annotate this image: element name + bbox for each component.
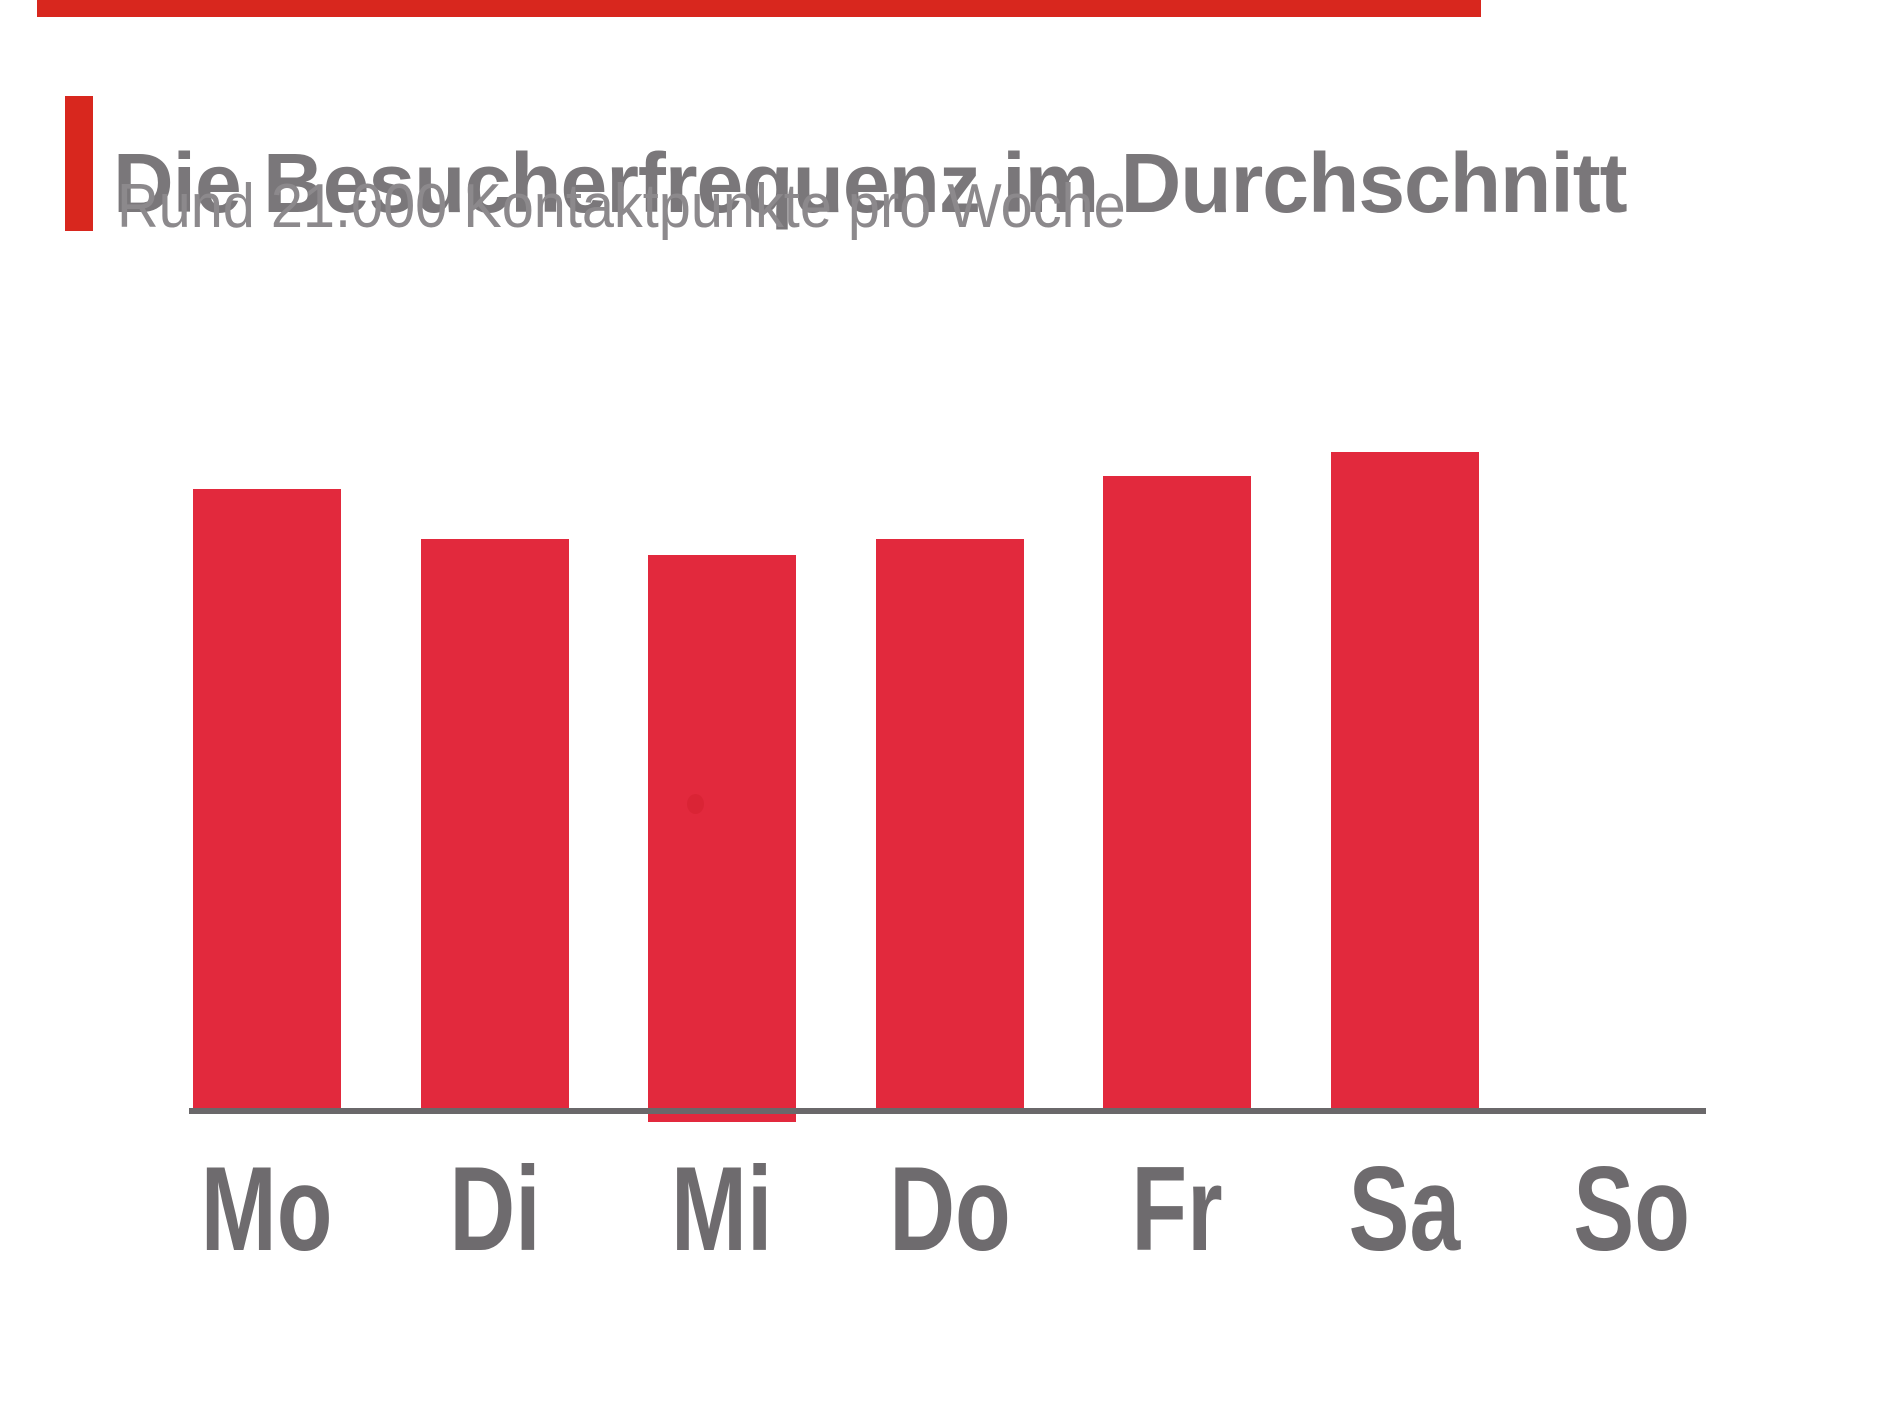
x-axis-label-text: Fr (1131, 1142, 1223, 1276)
bar-di (420, 538, 569, 1114)
bar-artifact-dot (687, 794, 704, 814)
x-axis-label-text: Mi (671, 1142, 773, 1276)
bar-sa (1330, 452, 1479, 1114)
x-axis-label-text: Sa (1348, 1142, 1461, 1276)
x-axis-label-fr: Fr (1063, 1149, 1291, 1289)
x-axis-label-text: So (1573, 1142, 1691, 1276)
top-accent-rule (37, 0, 1481, 17)
x-axis-label-mo: Mo (153, 1149, 381, 1289)
x-axis-label-do: Do (836, 1149, 1064, 1289)
x-axis-label-mi: Mi (608, 1149, 836, 1289)
page-title: Die Besucherfrequenz im Durchschnitt (113, 136, 1628, 231)
x-axis-label-text: Mo (201, 1142, 333, 1276)
x-axis-label-sa: Sa (1291, 1149, 1519, 1289)
page-subtitle: Rund 21.000 Kontaktpunkte pro Woche (117, 172, 1126, 241)
bar-mi (648, 554, 796, 1122)
x-axis-line (189, 1108, 1706, 1114)
title-accent-bar (65, 96, 93, 231)
bar-mo (193, 489, 341, 1114)
bar-do (875, 538, 1024, 1114)
x-axis-label-di: Di (381, 1149, 609, 1289)
x-axis-label-text: Di (448, 1142, 541, 1276)
x-axis-label-text: Do (888, 1142, 1011, 1276)
bar-fr (1103, 476, 1251, 1114)
x-axis-label-so: So (1518, 1149, 1746, 1289)
